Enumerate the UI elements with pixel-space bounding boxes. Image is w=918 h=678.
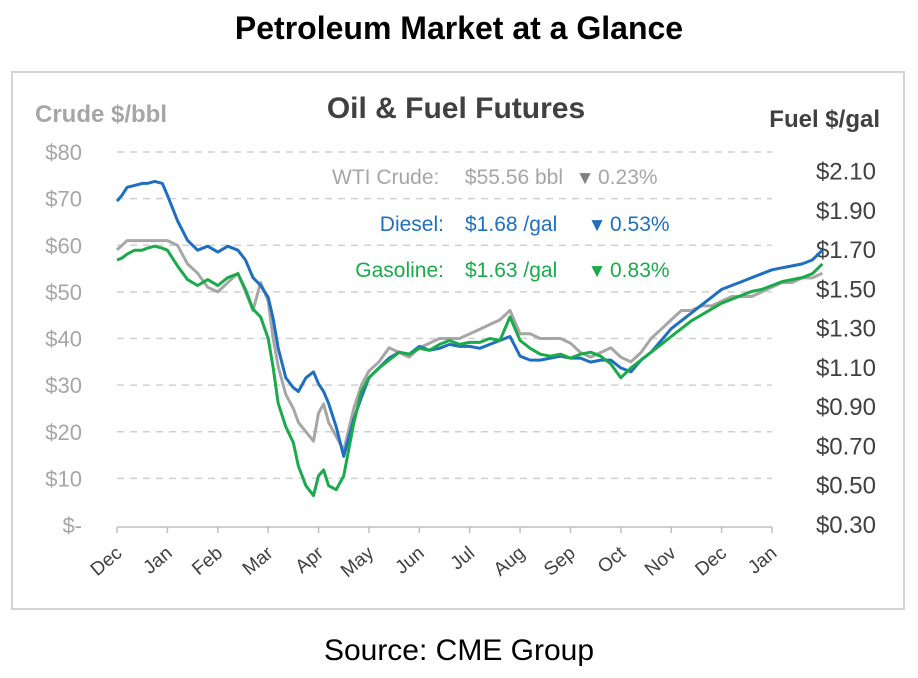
wti-crude-line (115, 239, 824, 452)
gasoline-legend-label: Gasoline: (355, 259, 444, 282)
wti-legend-change: 0.23% (598, 166, 658, 189)
x-tick-label: Aug (490, 543, 529, 581)
right-tick-label: $0.50 (816, 473, 876, 500)
left-tick-label: $60 (45, 233, 82, 258)
x-tick-label: Jan (744, 543, 781, 579)
left-tick-label: $40 (45, 327, 82, 352)
legend: WTI Crude: $55.56 bbl ▼ 0.23%Diesel: $1.68 … (332, 166, 670, 282)
down-triangle-icon: ▼ (588, 215, 607, 236)
down-triangle-icon: ▼ (588, 261, 607, 282)
right-axis-label: Fuel $/gal (769, 106, 880, 133)
x-tick-label: Sep (540, 543, 579, 581)
wti-legend-value: $55.56 bbl (465, 166, 563, 189)
right-tick-label: $0.30 (816, 512, 876, 539)
chart-frame (11, 71, 905, 610)
x-tick-label: Jan (140, 543, 177, 579)
right-tick-label: $1.70 (816, 237, 876, 264)
x-tick-label: Jun (392, 543, 429, 579)
x-tick-label: Apr (292, 542, 329, 578)
page-title: Petroleum Market at a Glance (234, 10, 684, 46)
diesel-legend-label: Diesel: (380, 213, 444, 236)
right-tick-label: $2.10 (816, 159, 876, 186)
right-tick-label: $0.90 (816, 394, 876, 421)
right-tick-label: $0.70 (816, 433, 876, 460)
gasoline-legend-value: $1.63 /gal (465, 259, 557, 282)
right-tick-label: $1.10 (816, 355, 876, 382)
gasoline-legend-change: 0.83% (610, 259, 670, 282)
gasoline-line (116, 244, 824, 498)
axes: $- $10 $20 $30 $40 $50 $60 $70 $80 $0.30 $0.50 $0.7… (45, 140, 876, 582)
x-tick-label: Dec (87, 543, 126, 581)
x-tick-label: Dec (691, 543, 730, 581)
gridlines (117, 151, 772, 480)
left-tick-label: $30 (45, 373, 82, 398)
left-tick-label: $10 (45, 466, 82, 491)
series-lines (115, 179, 824, 498)
left-axis-label: Crude $/bbl (35, 101, 167, 128)
right-tick-label: $1.90 (816, 198, 876, 225)
x-tick-label: Oct (594, 542, 631, 578)
down-triangle-icon: ▼ (576, 168, 595, 189)
x-tick-label: May (337, 542, 378, 581)
left-tick-label: $20 (45, 420, 82, 445)
chart-title: Oil & Fuel Futures (327, 92, 585, 125)
left-tick-label: $- (62, 513, 82, 538)
x-tick-label: Feb (188, 543, 227, 580)
wti-legend-label: WTI Crude: (332, 166, 439, 189)
right-tick-label: $1.50 (816, 276, 876, 303)
left-tick-label: $50 (45, 280, 82, 305)
diesel-legend-change: 0.53% (610, 213, 670, 236)
diesel-legend-value: $1.68 /gal (465, 213, 557, 236)
x-tick-label: Jul (447, 543, 479, 575)
left-tick-label: $70 (45, 187, 82, 212)
x-tick-label: Mar (239, 542, 278, 580)
right-tick-label: $1.30 (816, 316, 876, 343)
source-note: Source: CME Group (323, 634, 595, 667)
x-tick-label: Nov (641, 542, 681, 580)
left-tick-label: $80 (45, 140, 82, 165)
